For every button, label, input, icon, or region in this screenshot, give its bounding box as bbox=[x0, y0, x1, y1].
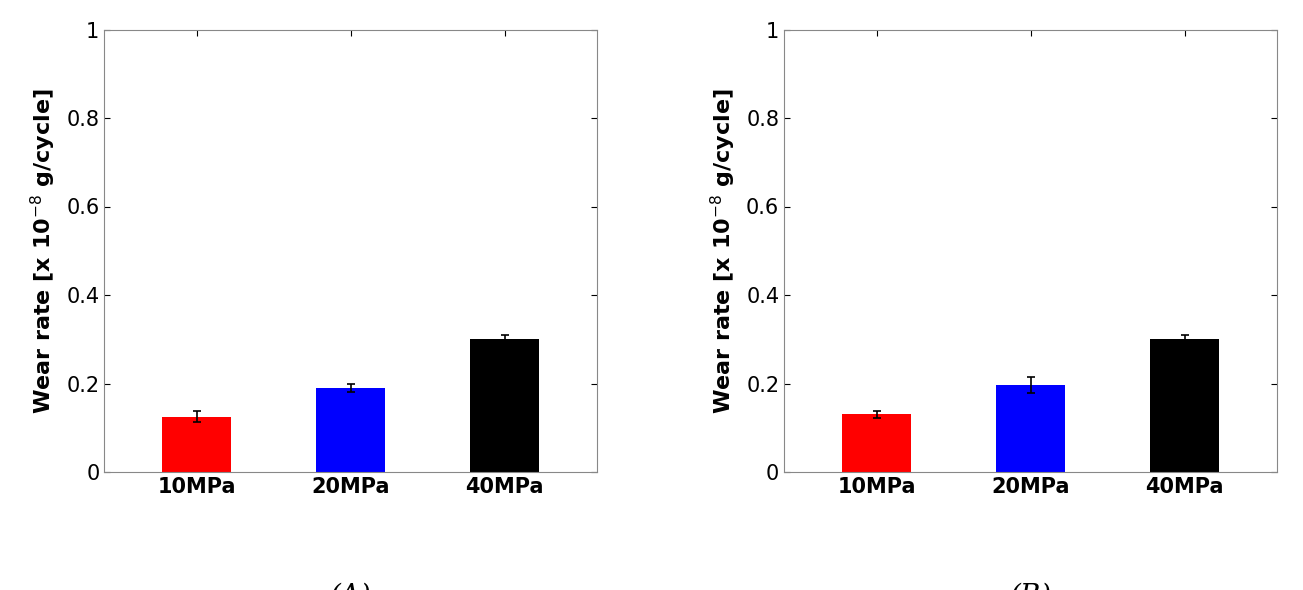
Y-axis label: Wear rate [x 10$^{-8}$ g/cycle]: Wear rate [x 10$^{-8}$ g/cycle] bbox=[29, 88, 57, 414]
Bar bbox=[162, 417, 231, 472]
Bar bbox=[470, 339, 539, 472]
Y-axis label: Wear rate [x 10$^{-8}$ g/cycle]: Wear rate [x 10$^{-8}$ g/cycle] bbox=[709, 88, 737, 414]
Text: (B): (B) bbox=[1010, 583, 1052, 590]
Bar bbox=[842, 415, 911, 472]
Bar bbox=[995, 385, 1066, 472]
Text: (A): (A) bbox=[330, 583, 371, 590]
Bar bbox=[315, 388, 386, 472]
Bar bbox=[1151, 339, 1220, 472]
